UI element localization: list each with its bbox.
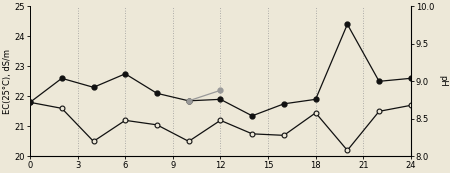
Y-axis label: pH: pH bbox=[438, 75, 447, 87]
Y-axis label: EC(25°C), dS/m: EC(25°C), dS/m bbox=[3, 49, 12, 114]
